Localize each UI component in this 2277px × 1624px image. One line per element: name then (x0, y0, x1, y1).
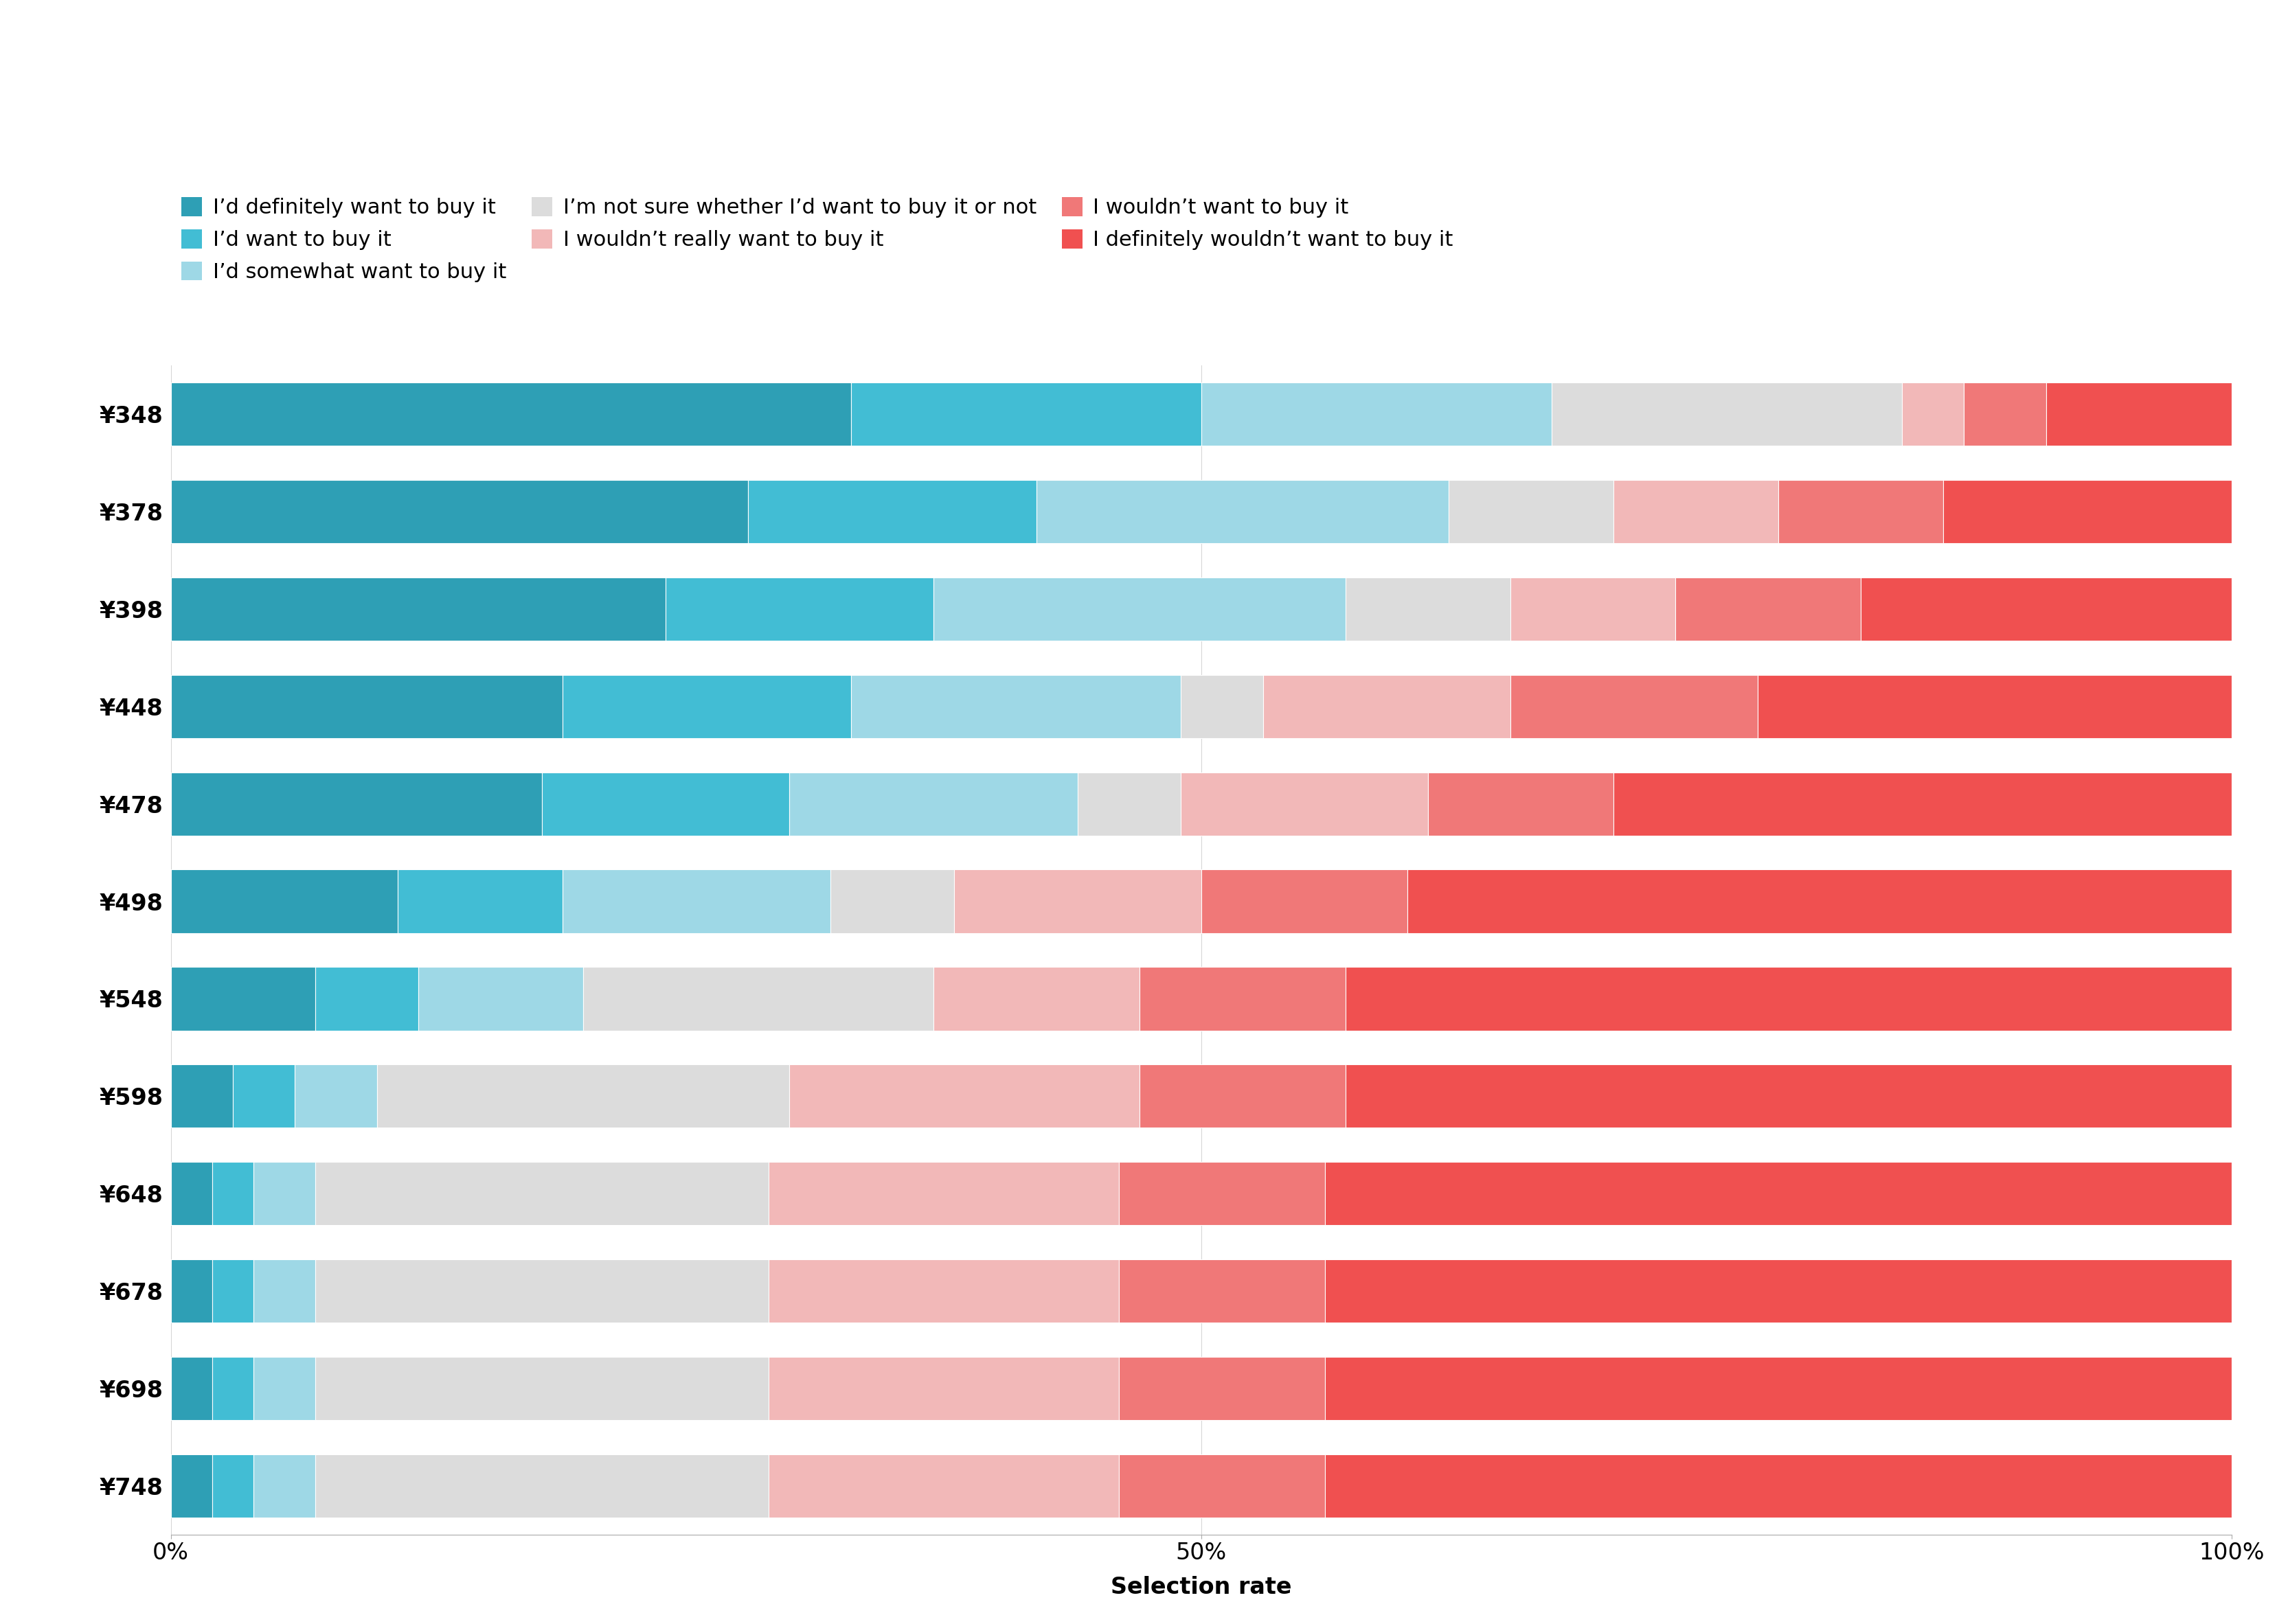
Bar (1612, 481, 1778, 544)
Text: Output Sample of Gabor Granger (Single Product/Service Survey Pattern): Output Sample of Gabor Granger (Single P… (41, 41, 1309, 70)
Bar (314, 968, 419, 1031)
Bar (253, 1455, 314, 1517)
Bar (1325, 1260, 2231, 1322)
Bar (1510, 578, 1676, 641)
Bar (1676, 578, 1860, 641)
Bar (171, 1260, 212, 1322)
Bar (398, 870, 562, 934)
Bar (1264, 676, 1510, 739)
Bar (419, 968, 583, 1031)
Bar (790, 773, 1077, 836)
Bar (767, 1163, 1118, 1226)
Bar (171, 481, 747, 544)
Bar (1138, 1065, 1346, 1129)
Bar (562, 870, 831, 934)
Bar (1407, 870, 2231, 934)
Bar (212, 1455, 253, 1517)
Bar (1118, 1358, 1325, 1419)
Bar (852, 676, 1179, 739)
Bar (1346, 1065, 2231, 1129)
Bar (171, 1455, 212, 1517)
Bar (314, 1455, 767, 1517)
Bar (747, 481, 1036, 544)
Bar (1325, 1163, 2231, 1226)
Bar (767, 1358, 1118, 1419)
Bar (376, 1065, 790, 1129)
Bar (1179, 676, 1264, 739)
Bar (934, 968, 1138, 1031)
Bar (767, 1260, 1118, 1322)
Bar (1778, 481, 1942, 544)
Bar (1325, 1455, 2231, 1517)
Bar (954, 870, 1202, 934)
Bar (212, 1358, 253, 1419)
Bar (1510, 676, 1758, 739)
Bar (1118, 1163, 1325, 1226)
Bar (1860, 578, 2231, 641)
Bar (1448, 481, 1614, 544)
Bar (562, 676, 852, 739)
Bar (542, 773, 790, 836)
Bar (171, 773, 542, 836)
Bar (1138, 968, 1346, 1031)
Bar (171, 968, 314, 1031)
Bar (253, 1358, 314, 1419)
Text: Change in Purchase Intent by Price: Change in Purchase Intent by Price (41, 110, 649, 140)
Bar (294, 1065, 378, 1129)
Bar (831, 870, 954, 934)
Bar (171, 1358, 212, 1419)
Bar (1942, 481, 2231, 544)
Bar (2047, 383, 2231, 447)
Bar (1346, 968, 2231, 1031)
X-axis label: Selection rate: Selection rate (1111, 1575, 1291, 1598)
Bar (1963, 383, 2047, 447)
Bar (1428, 773, 1614, 836)
Bar (253, 1163, 314, 1226)
Bar (314, 1260, 767, 1322)
Bar (212, 1260, 253, 1322)
Bar (665, 578, 934, 641)
Bar (1118, 1455, 1325, 1517)
Bar (1325, 1358, 2231, 1419)
Bar (171, 676, 562, 739)
Bar (790, 1065, 1138, 1129)
Bar (1036, 481, 1448, 544)
Bar (314, 1358, 767, 1419)
Bar (314, 1163, 767, 1226)
Bar (171, 1163, 212, 1226)
Bar (1551, 383, 1901, 447)
Bar (171, 870, 398, 934)
Bar (1612, 773, 2231, 836)
Bar (1179, 773, 1428, 836)
Legend: I’d definitely want to buy it, I’d want to buy it, I’d somewhat want to buy it, : I’d definitely want to buy it, I’d want … (182, 197, 1453, 283)
Bar (1202, 383, 1551, 447)
Bar (1346, 578, 1510, 641)
Bar (1118, 1260, 1325, 1322)
Bar (1077, 773, 1179, 836)
Bar (1758, 676, 2231, 739)
Bar (1202, 870, 1407, 934)
Bar (934, 578, 1346, 641)
Bar (171, 578, 665, 641)
Bar (852, 383, 1202, 447)
Bar (212, 1163, 253, 1226)
Bar (171, 1065, 232, 1129)
Bar (253, 1260, 314, 1322)
Bar (1901, 383, 1963, 447)
Bar (232, 1065, 294, 1129)
Bar (171, 383, 852, 447)
Bar (767, 1455, 1118, 1517)
Bar (583, 968, 934, 1031)
